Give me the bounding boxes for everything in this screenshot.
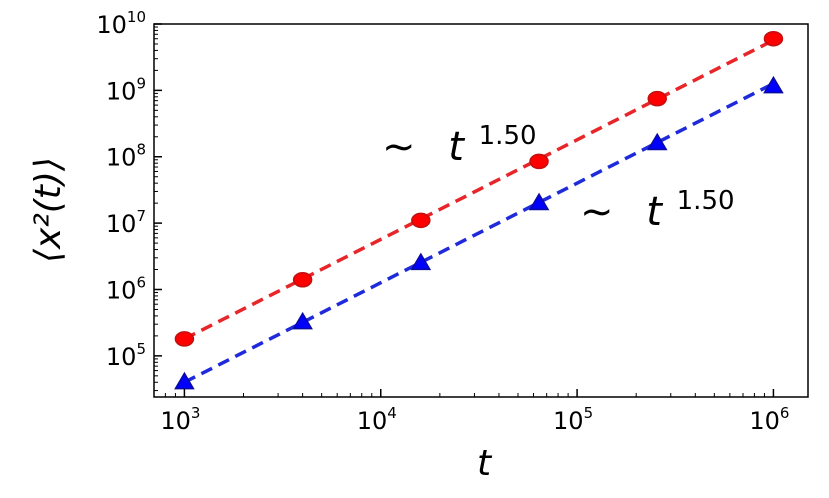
annotation-red-exp: 1.50 [479,121,537,151]
data-point-red [292,272,313,288]
y-tick-label: 107 [106,207,146,238]
y-tick-label: 109 [106,74,146,105]
data-markers [174,30,784,390]
x-tick-label: 104 [357,404,397,435]
data-point-blue [292,311,313,330]
fit-line-red [183,38,775,341]
annotation-blue-var: t [646,189,663,235]
y-tick-label: 105 [106,340,146,371]
data-point-blue [528,192,550,211]
annotation-red-slope: ∼ t 1.50 [382,121,537,170]
x-axis-ticks: 103 104 105 106 [153,389,789,435]
annotation-blue-slope: ∼ t 1.50 [580,186,735,235]
data-point-blue [174,371,195,390]
fit-lines [183,38,775,384]
annotation-blue-prefix: ∼ [580,189,614,235]
x-tick-label: 103 [160,404,200,435]
y-tick-label: 106 [106,273,146,304]
plot-frame [153,23,809,398]
data-point-red [174,331,195,347]
y-tick-label: 108 [106,141,146,172]
data-point-blue [410,252,432,271]
data-point-red [411,212,431,229]
x-tick-label: 106 [749,404,789,435]
data-point-red [529,153,549,170]
data-point-red [763,30,784,47]
x-tick-label: 105 [553,404,593,435]
data-point-red [647,90,667,107]
x-axis-label: t [477,443,493,484]
y-tick-label: 1010 [96,8,146,39]
annotation-red-var: t [448,124,465,170]
annotation-blue-exp: 1.50 [677,186,735,216]
data-point-blue [763,75,784,94]
data-point-blue [646,132,668,151]
y-axis-label: ⟨x²(t)⟩ [28,157,69,263]
y-axis-ticks: 105 106 107 108 109 1010 [96,8,162,392]
annotation-red-prefix: ∼ [382,124,416,170]
fit-line-blue [183,82,775,384]
